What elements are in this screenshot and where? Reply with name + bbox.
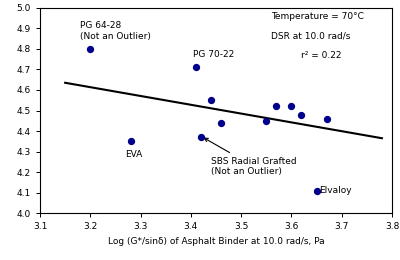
Point (263, 119, 270, 123)
Text: r² = 0.22: r² = 0.22 (302, 51, 342, 60)
Point (273, 104, 280, 108)
Text: DSR at 10.0 rad/s: DSR at 10.0 rad/s (271, 31, 351, 40)
X-axis label: Log (G*/sinδ) of Asphalt Binder at 10.0 rad/s, Pa: Log (G*/sinδ) of Asphalt Binder at 10.0 … (108, 237, 324, 246)
Point (87, 47, 94, 51)
Text: EVA: EVA (126, 150, 143, 159)
Text: SBS Radial Grafted
(Not an Outlier): SBS Radial Grafted (Not an Outlier) (204, 138, 296, 176)
Text: Temperature = 70°C: Temperature = 70°C (271, 12, 364, 21)
Point (208, 98, 214, 102)
Point (313, 188, 320, 193)
Point (193, 65, 199, 69)
Point (198, 135, 204, 139)
Point (218, 121, 224, 125)
Text: PG 70-22: PG 70-22 (193, 50, 235, 59)
Point (288, 104, 295, 108)
Text: Elvaloy: Elvaloy (319, 186, 352, 195)
Text: PG 64-28
(Not an Outlier): PG 64-28 (Not an Outlier) (80, 21, 151, 41)
Point (127, 139, 134, 144)
Point (324, 117, 330, 121)
Point (298, 113, 305, 117)
